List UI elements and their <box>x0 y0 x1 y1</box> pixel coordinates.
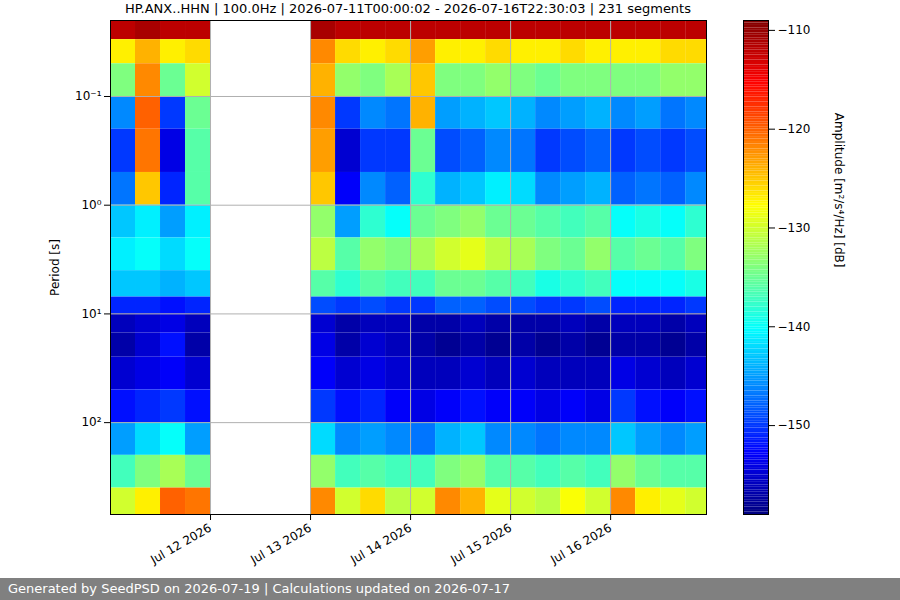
svg-text:−110: −110 <box>778 23 811 37</box>
svg-text:10⁰: 10⁰ <box>81 198 101 212</box>
svg-text:Jul 12 2026: Jul 12 2026 <box>147 521 214 568</box>
svg-text:−130: −130 <box>778 221 811 235</box>
svg-text:10¹: 10¹ <box>81 307 101 321</box>
svg-text:Period [s]: Period [s] <box>48 239 62 296</box>
html-text:HP.ANX..HHN | 100.0Hz | 2026-0: HP.ANX..HHN | 100.0Hz | 2026-07-11T00:00… <box>125 1 691 16</box>
svg-text:−150: −150 <box>778 418 811 432</box>
svg-text:10²: 10² <box>81 415 101 429</box>
svg-text:−120: −120 <box>778 122 811 136</box>
svg-text:10⁻¹: 10⁻¹ <box>75 89 102 103</box>
svg-text:Jul 14 2026: Jul 14 2026 <box>347 521 414 568</box>
svg-text:Jul 13 2026: Jul 13 2026 <box>247 521 314 568</box>
svg-text:Amplitude [m²/s⁴/Hz] [dB]: Amplitude [m²/s⁴/Hz] [dB] <box>832 113 846 268</box>
svg-text:Jul 15 2026: Jul 15 2026 <box>447 521 514 568</box>
svg-text:−140: −140 <box>778 320 811 334</box>
html-text:Generated by SeedPSD on 2026-0: Generated by SeedPSD on 2026-07-19 | Cal… <box>8 581 510 596</box>
svg-text:Jul 16 2026: Jul 16 2026 <box>547 521 614 568</box>
